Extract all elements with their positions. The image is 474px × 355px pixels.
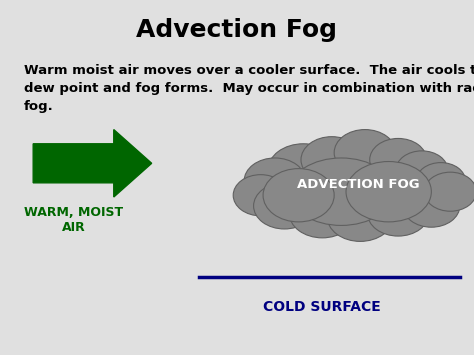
Ellipse shape xyxy=(403,185,460,227)
Text: Warm moist air moves over a cooler surface.  The air cools to its
dew point and : Warm moist air moves over a cooler surfa… xyxy=(24,64,474,113)
Ellipse shape xyxy=(233,175,288,216)
Ellipse shape xyxy=(334,130,396,176)
Ellipse shape xyxy=(346,162,431,222)
Ellipse shape xyxy=(289,158,393,225)
Ellipse shape xyxy=(367,190,429,236)
Text: Advection Fog: Advection Fog xyxy=(137,18,337,42)
Text: COLD SURFACE: COLD SURFACE xyxy=(264,300,381,314)
Ellipse shape xyxy=(424,172,474,211)
Text: ADVECTION FOG: ADVECTION FOG xyxy=(297,178,419,191)
Ellipse shape xyxy=(244,158,306,204)
Ellipse shape xyxy=(370,138,427,181)
Ellipse shape xyxy=(416,163,465,200)
Ellipse shape xyxy=(327,192,393,241)
Ellipse shape xyxy=(263,169,334,222)
Ellipse shape xyxy=(268,144,339,197)
Text: WARM, MOIST
AIR: WARM, MOIST AIR xyxy=(24,206,123,234)
Ellipse shape xyxy=(254,183,315,229)
Ellipse shape xyxy=(396,151,448,190)
Polygon shape xyxy=(33,130,152,197)
Ellipse shape xyxy=(301,137,363,183)
Ellipse shape xyxy=(289,188,356,238)
